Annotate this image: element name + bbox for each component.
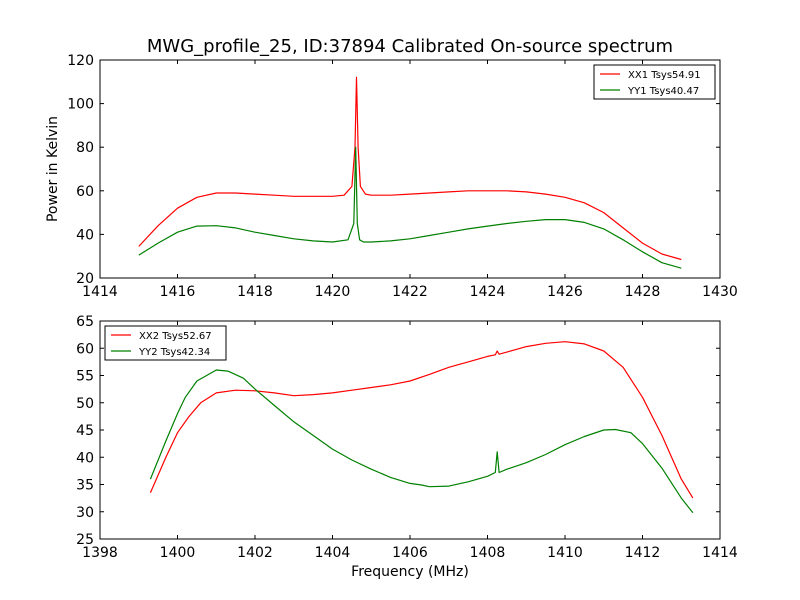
- bottom-y-tick-label: 60: [76, 341, 94, 357]
- top-x-tick-label: 1416: [160, 284, 196, 300]
- bottom-legend: [104, 325, 227, 361]
- top-y-tick-label: 20: [76, 271, 94, 287]
- bottom-plot-area: 1398 1400 1402 1404 1406 1408 1410 1412 1414 25 30…: [76, 314, 738, 561]
- top-y-tick-label: 40: [76, 227, 94, 243]
- top-series-line-0: [138, 76, 682, 261]
- top-x-tick-label: 1430: [702, 284, 738, 300]
- bottom-x-tick-label: 1408: [470, 545, 506, 561]
- bottom-y-tick-label: 50: [76, 396, 94, 412]
- bottom-y-tick-label: 55: [76, 369, 94, 385]
- bottom-x-tick-label: 1404: [315, 545, 351, 561]
- bottom-x-tick-label: 1400: [160, 545, 196, 561]
- bottom-x-tick-label: 1406: [392, 545, 428, 561]
- top-x-tick-label: 1418: [237, 284, 273, 300]
- top-plot-area: 1414 1416 1418 1420 1422 1424 1426 1428 1430 20 40…: [67, 53, 738, 300]
- top-y-tick-label: 100: [67, 97, 94, 113]
- chart-title: MWG_profile_25, ID:37894 Calibrated On-s…: [147, 36, 673, 57]
- bottom-x-tick-label: 1410: [547, 545, 583, 561]
- top-legend-label-1: YY1 Tsys40.47: [627, 86, 699, 97]
- bottom-legend-label-0: XX2 Tsys52.67: [139, 331, 212, 342]
- bottom-series-line-1: [149, 369, 694, 514]
- top-x-tick-label: 1414: [82, 284, 118, 300]
- top-legend: [593, 64, 716, 100]
- top-x-tick-label: 1422: [392, 284, 428, 300]
- bottom-legend-label-1: YY2 Tsys42.34: [138, 347, 210, 358]
- bottom-x-tick-label: 1414: [702, 545, 738, 561]
- bottom-x-tick-label: 1412: [625, 545, 661, 561]
- top-series-line-1: [138, 146, 682, 269]
- bottom-y-tick-label: 40: [76, 450, 94, 466]
- bottom-y-tick-label: 30: [76, 505, 94, 521]
- top-x-tick-label: 1426: [547, 284, 583, 300]
- top-x-tick-label: 1424: [470, 284, 506, 300]
- bottom-y-tick-label: 45: [76, 423, 94, 439]
- bottom-y-tick-label: 65: [76, 314, 94, 330]
- bottom-y-tick-label: 35: [76, 478, 94, 494]
- bottom-x-tick-label: 1402: [237, 545, 273, 561]
- bottom-x-tick-label: 1398: [82, 545, 118, 561]
- top-y-tick-label: 120: [67, 53, 94, 69]
- bottom-series-line-0: [149, 341, 694, 499]
- top-y-axis-label: Power in Kelvin: [45, 116, 61, 222]
- bottom-x-axis-label: Frequency (MHz): [351, 564, 469, 580]
- top-y-tick-label: 60: [76, 184, 94, 200]
- top-y-tick-label: 80: [76, 140, 94, 156]
- bottom-y-tick-label: 25: [76, 532, 94, 548]
- top-legend-label-0: XX1 Tsys54.91: [628, 70, 701, 81]
- top-x-tick-label: 1428: [625, 284, 661, 300]
- top-x-tick-label: 1420: [315, 284, 351, 300]
